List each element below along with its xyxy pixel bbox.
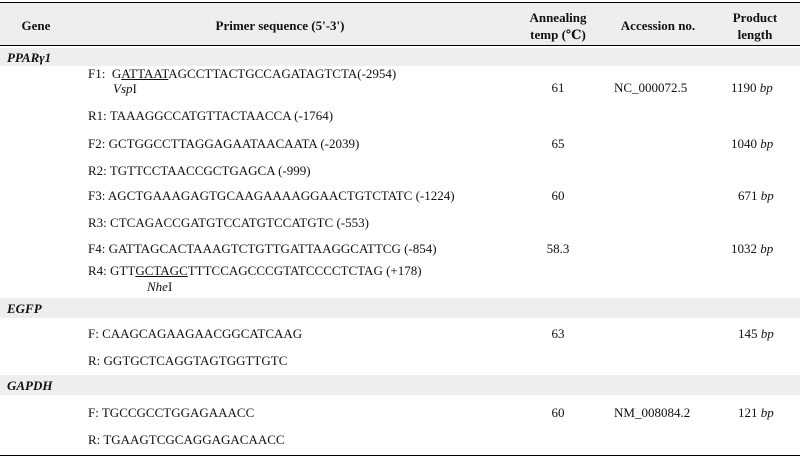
header-annealing-line2: temp (℃)	[530, 27, 586, 42]
header-product-line2: length	[737, 27, 773, 42]
temp-f2: 65	[551, 136, 565, 151]
header-primer-sequence: Primer sequence (5'-3')	[215, 18, 345, 33]
header-product-line1: Product	[732, 10, 778, 25]
primer-row-f3: F3: AGCTGAAAGAGTGCAAGAAAAGGAACTGTCTATC (…	[88, 188, 455, 203]
primer-row-r3: R3: CTCAGACCGATGTCCATGTCCATGTC (-553)	[88, 215, 369, 230]
length-f2: 1040 bp	[731, 136, 774, 151]
length-f3: 671 bp	[738, 188, 774, 203]
primer-row-f2: F2: GCTGGCCTTAGGAGAATAACAATA (-2039)	[88, 136, 360, 151]
primer-label: F1:	[88, 66, 106, 81]
temp-egfp: 63	[551, 326, 565, 341]
gene-band-gapdh	[0, 375, 800, 395]
primer-row-egfp-f: F: CAAGCAGAAGAACGGCATCAAG	[88, 326, 303, 341]
temp-f1: 61	[551, 80, 565, 95]
header-annealing-line1: Annealing	[529, 10, 587, 25]
gene-name-egfp: EGFP	[7, 301, 42, 316]
gene-band-egfp	[0, 298, 800, 318]
accession-ppar: NC_000072.5	[614, 80, 688, 95]
bottom-rule	[0, 455, 800, 456]
primer-seq-suffix: AGCCTTACTGCCAGATAGTCTA(-2954)	[168, 66, 397, 81]
header-accession: Accession no.	[620, 18, 696, 33]
primer-row-gapdh-f: F: TGCCGCCTGGAGAAACC	[88, 405, 255, 420]
length-f1: 1190 bp	[731, 80, 773, 95]
header-gene: Gene	[21, 18, 51, 33]
length-egfp: 145 bp	[738, 326, 774, 341]
header-background	[0, 3, 800, 45]
restriction-site-vspi: ATTAAT	[121, 66, 169, 81]
primer-row-r2: R2: TGTTCCTAACCGCTGAGCA (-999)	[88, 163, 311, 178]
primer-row-r4: R4: GTTGCTAGCTTTCCAGCCCGTATCCCCTCTAG (+1…	[88, 263, 422, 278]
enzyme-label-nhei: NheI	[147, 279, 173, 294]
top-rule	[0, 2, 800, 3]
enzyme-label-vspi: VspI	[113, 81, 137, 96]
header-rule	[0, 45, 800, 46]
restriction-site-nhei: GCTAGC	[135, 263, 188, 278]
primer-row-f1: F1: GATTAATAGCCTTACTGCCAGATAGTCTA(-2954)	[88, 66, 396, 81]
gene-name-gapdh: GAPDH	[7, 378, 53, 393]
primer-seq-prefix: G	[111, 66, 122, 81]
temp-f3: 60	[551, 188, 565, 203]
primer-row-f4: F4: GATTAGCACTAAAGTCTGTTGATTAAGGCATTCG (…	[88, 241, 437, 256]
primer-row-gapdh-r: R: TGAAGTCGCAGGAGACAACC	[88, 432, 285, 447]
length-f4: 1032 bp	[731, 241, 774, 256]
temp-f4: 58.3	[546, 241, 570, 256]
primer-row-egfp-r: R: GGTGCTCAGGTAGTGGTTGTC	[88, 353, 288, 368]
accession-gapdh: NM_008084.2	[614, 405, 691, 420]
primer-row-r1: R1: TAAAGGCCATGTTACTAACCA (-1764)	[88, 108, 334, 123]
gene-band-ppar	[0, 48, 800, 66]
length-gapdh: 121 bp	[738, 405, 774, 420]
temp-gapdh: 60	[551, 405, 565, 420]
gene-name-ppar: PPARγ1	[7, 50, 52, 65]
